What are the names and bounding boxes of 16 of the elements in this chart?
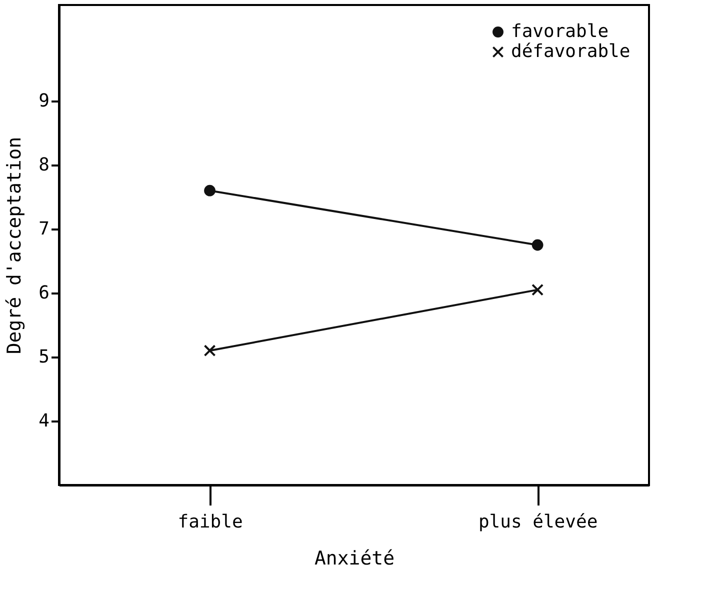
legend-label: défavorable xyxy=(511,41,630,62)
y-tick-label: 8 xyxy=(38,154,50,176)
point xyxy=(532,284,544,296)
legend-label: favorable xyxy=(511,21,609,42)
y-tick-label: 6 xyxy=(38,282,50,304)
x-tick-label: faible xyxy=(178,512,243,532)
point xyxy=(204,344,216,356)
y-tick-label: 7 xyxy=(38,218,50,240)
y-tick-label: 9 xyxy=(38,90,50,112)
point xyxy=(204,184,216,196)
x-axis-title: Anxiété xyxy=(314,548,395,570)
y-tick-label: 4 xyxy=(38,410,50,432)
x-tick-label: plus élevée xyxy=(478,512,598,532)
y-axis-title: Degré d'acceptation xyxy=(4,136,26,354)
point xyxy=(532,239,544,251)
y-tick-label: 5 xyxy=(38,346,50,368)
